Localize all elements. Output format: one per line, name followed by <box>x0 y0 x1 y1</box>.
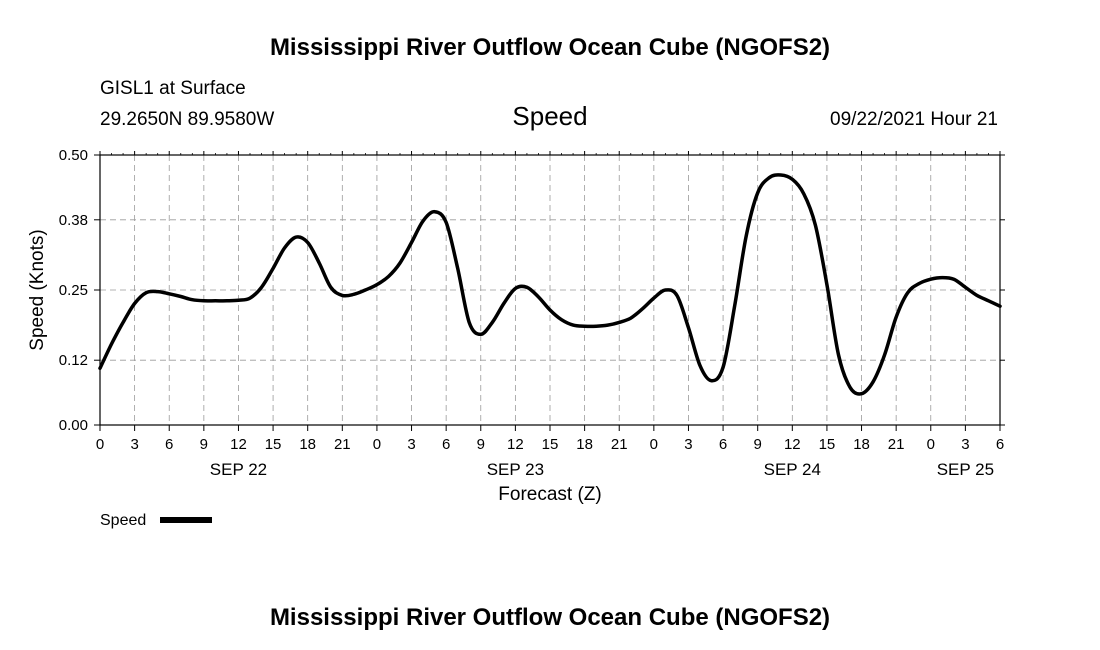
legend-swatch <box>160 517 212 523</box>
speed-series-line <box>98 173 1002 396</box>
x-tick-label: 18 <box>576 436 593 453</box>
station-name: GISL1 at Surface <box>100 78 246 99</box>
date-labels: SEP 22 SEP 23 SEP 24 SEP 25 <box>210 460 994 479</box>
x-tick-label: 6 <box>996 436 1004 453</box>
x-tick-label: 12 <box>507 436 524 453</box>
x-tick-label: 15 <box>542 436 559 453</box>
x-tick-label: 6 <box>719 436 727 453</box>
x-tick-label: 21 <box>334 436 351 453</box>
x-tick-label: 18 <box>853 436 870 453</box>
plot-title: Speed <box>512 101 587 131</box>
title-bottom: Mississippi River Outflow Ocean Cube (NG… <box>270 604 830 631</box>
y-tick-label: 0.50 <box>59 147 88 164</box>
y-tick-label: 0.38 <box>59 212 88 229</box>
x-tick-label: 0 <box>373 436 381 453</box>
x-tick-label: 15 <box>265 436 282 453</box>
legend-label: Speed <box>100 512 146 529</box>
y-tick-label: 0.25 <box>59 282 88 299</box>
x-tick-label: 9 <box>754 436 762 453</box>
x-tick-label: 12 <box>230 436 247 453</box>
y-axis-label: Speed (Knots) <box>27 229 48 350</box>
title-top: Mississippi River Outflow Ocean Cube (NG… <box>270 34 830 61</box>
x-axis: 0 3 6 9 12 15 18 21 0 3 6 9 12 15 18 21 0 3 6 9 12 15 18 21 0 3 6 <box>96 151 1004 453</box>
x-tick-label: 9 <box>477 436 485 453</box>
x-tick-label: 3 <box>684 436 692 453</box>
y-tick-label: 0.12 <box>59 352 88 369</box>
x-tick-label: 3 <box>130 436 138 453</box>
date-label: SEP 24 <box>764 460 821 479</box>
x-tick-label: 0 <box>96 436 104 453</box>
date-label: SEP 25 <box>937 460 994 479</box>
forecast-timestamp: 09/22/2021 Hour 21 <box>830 109 998 130</box>
y-tick-label: 0.00 <box>59 417 88 434</box>
grid-lines <box>100 155 1000 425</box>
date-label: SEP 22 <box>210 460 267 479</box>
x-tick-label: 6 <box>442 436 450 453</box>
x-tick-label: 6 <box>165 436 173 453</box>
x-tick-label: 18 <box>299 436 316 453</box>
x-tick-label: 9 <box>200 436 208 453</box>
x-tick-label: 21 <box>888 436 905 453</box>
station-coords: 29.2650N 89.9580W <box>100 109 274 130</box>
x-tick-label: 3 <box>961 436 969 453</box>
x-tick-label: 3 <box>407 436 415 453</box>
x-tick-label: 0 <box>927 436 935 453</box>
y-axis: 0.00 0.12 0.25 0.38 0.50 <box>59 147 1005 434</box>
x-tick-label: 0 <box>650 436 658 453</box>
date-label: SEP 23 <box>487 460 544 479</box>
x-tick-label: 12 <box>784 436 801 453</box>
x-tick-label: 15 <box>819 436 836 453</box>
x-axis-label: Forecast (Z) <box>498 484 601 505</box>
x-tick-label: 21 <box>611 436 628 453</box>
